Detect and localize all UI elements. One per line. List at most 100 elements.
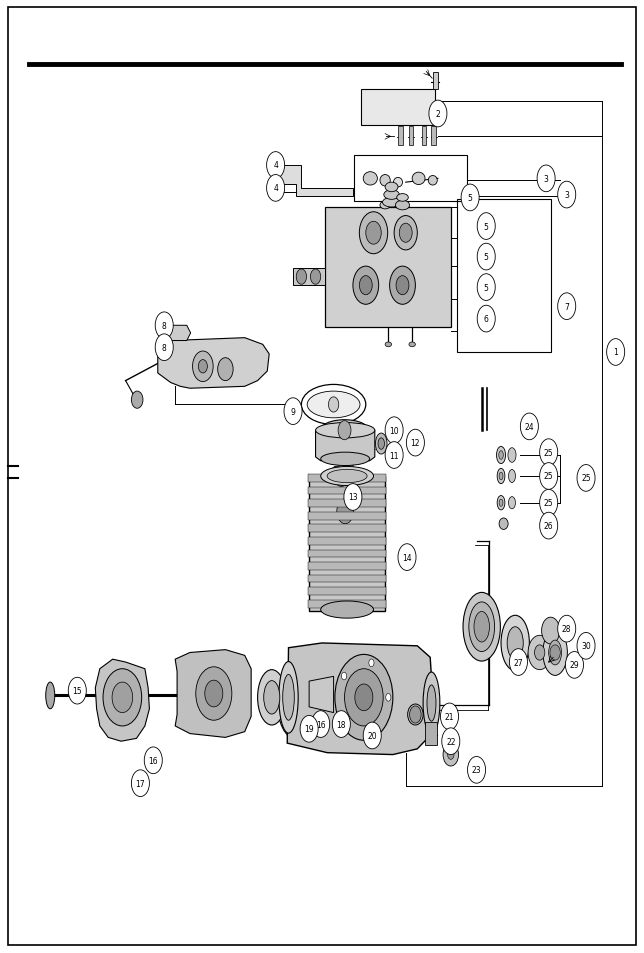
Circle shape — [520, 414, 538, 440]
Circle shape — [355, 684, 373, 711]
Ellipse shape — [549, 640, 562, 665]
Circle shape — [509, 649, 527, 676]
Bar — [308, 588, 386, 596]
Text: 8: 8 — [162, 343, 167, 353]
Circle shape — [396, 276, 409, 295]
Ellipse shape — [508, 448, 516, 463]
Circle shape — [537, 166, 555, 193]
Ellipse shape — [380, 175, 390, 187]
Ellipse shape — [395, 202, 403, 210]
Text: 17: 17 — [136, 779, 145, 788]
Bar — [354, 156, 467, 202]
Ellipse shape — [501, 616, 529, 671]
Circle shape — [369, 659, 374, 667]
Circle shape — [359, 276, 372, 295]
Text: 10: 10 — [390, 426, 399, 436]
Text: 25: 25 — [582, 474, 591, 483]
Ellipse shape — [385, 183, 398, 193]
Circle shape — [328, 397, 339, 413]
Circle shape — [540, 439, 558, 466]
Ellipse shape — [497, 497, 505, 511]
Circle shape — [310, 270, 321, 285]
Ellipse shape — [507, 627, 523, 659]
Text: 16: 16 — [316, 720, 325, 729]
Circle shape — [296, 270, 307, 285]
Circle shape — [332, 711, 350, 738]
Circle shape — [448, 750, 454, 760]
Circle shape — [335, 655, 393, 740]
Text: 21: 21 — [445, 712, 454, 721]
Text: 1: 1 — [613, 348, 618, 357]
Bar — [308, 487, 386, 495]
Circle shape — [353, 267, 379, 305]
Ellipse shape — [283, 675, 294, 720]
Circle shape — [131, 392, 143, 409]
Text: 5: 5 — [484, 283, 489, 293]
Circle shape — [155, 313, 173, 339]
Circle shape — [410, 706, 421, 723]
Ellipse shape — [463, 593, 500, 661]
Text: 24: 24 — [525, 422, 534, 432]
Circle shape — [477, 244, 495, 271]
Ellipse shape — [307, 392, 360, 418]
Ellipse shape — [263, 680, 279, 715]
Ellipse shape — [509, 470, 515, 483]
Circle shape — [440, 703, 459, 730]
Circle shape — [386, 694, 391, 701]
Text: 15: 15 — [73, 686, 82, 696]
Bar — [457, 200, 551, 353]
Circle shape — [155, 335, 173, 361]
Polygon shape — [166, 326, 191, 341]
Ellipse shape — [497, 469, 505, 484]
Text: 2: 2 — [435, 110, 440, 119]
Ellipse shape — [499, 499, 503, 507]
Ellipse shape — [384, 191, 399, 200]
Polygon shape — [175, 650, 251, 738]
Text: 29: 29 — [570, 660, 579, 670]
Ellipse shape — [363, 172, 377, 186]
Polygon shape — [95, 659, 149, 741]
Circle shape — [144, 747, 162, 774]
Polygon shape — [309, 677, 334, 713]
Circle shape — [359, 213, 388, 254]
Ellipse shape — [412, 172, 425, 186]
Ellipse shape — [428, 176, 437, 186]
Circle shape — [344, 484, 362, 511]
Ellipse shape — [499, 518, 508, 530]
Text: 25: 25 — [544, 448, 553, 457]
Text: 3: 3 — [564, 191, 569, 200]
Ellipse shape — [408, 704, 423, 725]
Circle shape — [399, 224, 412, 243]
Ellipse shape — [397, 194, 408, 202]
Text: 4: 4 — [273, 184, 278, 193]
Text: 5: 5 — [484, 253, 489, 262]
Bar — [422, 127, 426, 146]
Ellipse shape — [380, 202, 390, 210]
Bar — [361, 90, 435, 126]
Bar — [398, 127, 402, 146]
Circle shape — [196, 667, 232, 720]
Ellipse shape — [469, 602, 495, 652]
Ellipse shape — [46, 682, 55, 709]
Bar — [433, 72, 438, 90]
Polygon shape — [158, 338, 269, 389]
Circle shape — [267, 175, 285, 202]
Ellipse shape — [497, 447, 506, 464]
Circle shape — [334, 466, 348, 487]
Circle shape — [406, 430, 424, 456]
Circle shape — [385, 417, 403, 444]
Ellipse shape — [395, 201, 410, 211]
Ellipse shape — [383, 198, 401, 208]
Circle shape — [68, 678, 86, 704]
Circle shape — [540, 513, 558, 539]
Circle shape — [477, 274, 495, 301]
Text: 25: 25 — [544, 472, 553, 481]
Bar — [308, 600, 386, 608]
Ellipse shape — [423, 673, 440, 734]
Polygon shape — [325, 465, 355, 521]
Circle shape — [300, 716, 318, 742]
Circle shape — [442, 728, 460, 755]
Circle shape — [312, 711, 330, 738]
Circle shape — [338, 421, 351, 440]
Polygon shape — [316, 431, 375, 461]
